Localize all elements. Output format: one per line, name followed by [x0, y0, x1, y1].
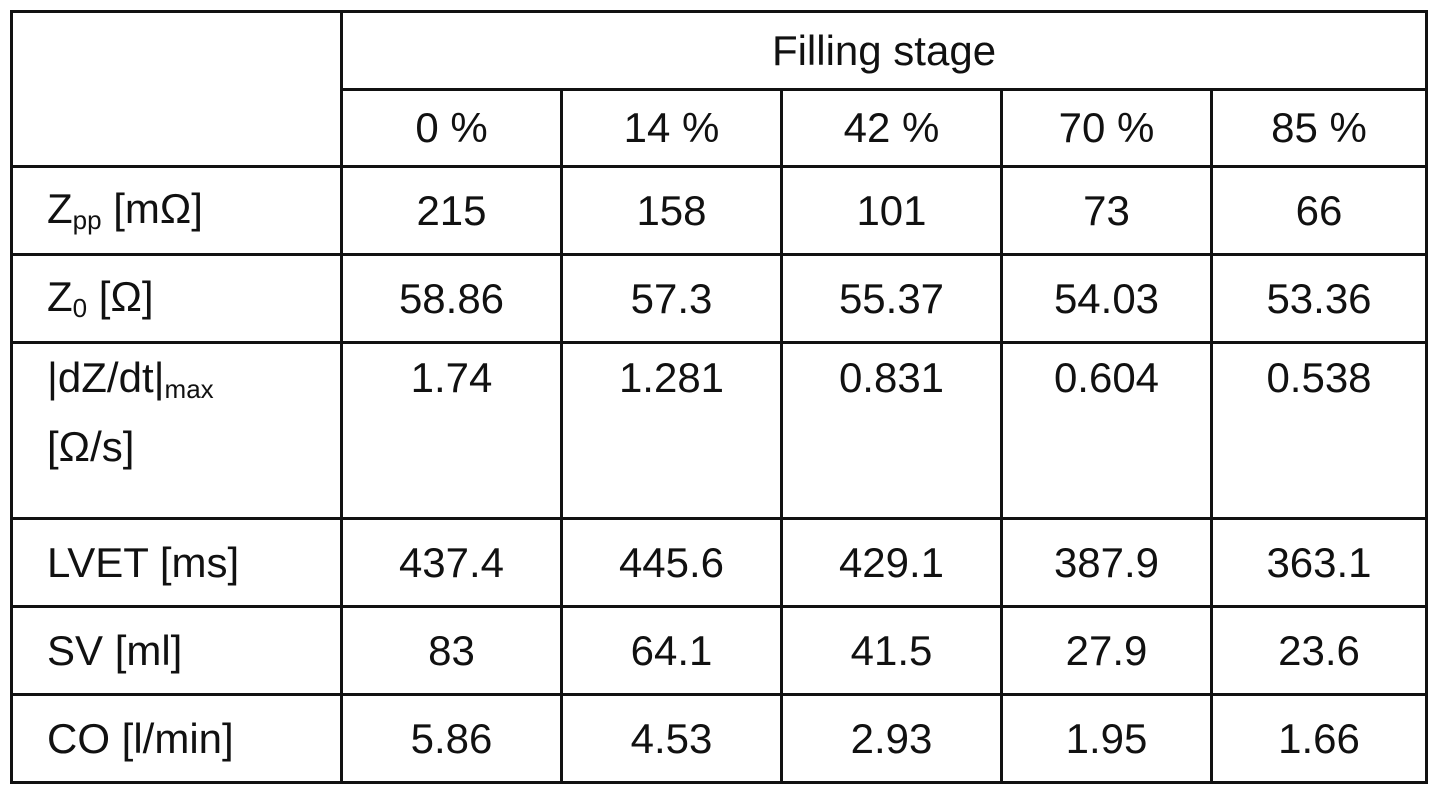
cell-value: 41.5 [780, 605, 1003, 696]
group-header: Filling stage [340, 10, 1428, 91]
cell-value: 1.281 [560, 341, 783, 520]
cell-value: 55.37 [780, 253, 1003, 344]
cell-value: 83 [340, 605, 563, 696]
label-unit: [mΩ] [101, 185, 203, 232]
cell-value: 445.6 [560, 517, 783, 608]
label-subscript: pp [72, 205, 102, 235]
cell-value: 215 [340, 165, 563, 256]
cell-value: 1.74 [340, 341, 563, 520]
cell-value: 58.86 [340, 253, 563, 344]
cell-value: 27.9 [1000, 605, 1213, 696]
label-main: CO [l/min] [47, 714, 234, 762]
table-row: CO [l/min] 5.86 4.53 2.93 1.95 1.66 [10, 693, 1428, 784]
cell-value: 2.93 [780, 693, 1003, 784]
label-unit: [Ω/s] [47, 423, 135, 470]
cell-value: 0.604 [1000, 341, 1213, 520]
cell-value: 437.4 [340, 517, 563, 608]
column-header: 70 % [1000, 88, 1213, 168]
cell-value: 0.538 [1210, 341, 1428, 520]
table-row: SV [ml] 83 64.1 41.5 27.9 23.6 [10, 605, 1428, 696]
cell-value: 64.1 [560, 605, 783, 696]
label-main: |dZ/dt| [47, 354, 165, 401]
column-header: 42 % [780, 88, 1003, 168]
cell-value: 66 [1210, 165, 1428, 256]
row-label: |dZ/dt|max [Ω/s] [10, 341, 343, 520]
cell-value: 57.3 [560, 253, 783, 344]
table-row: LVET [ms] 437.4 445.6 429.1 387.9 363.1 [10, 517, 1428, 608]
row-label: SV [ml] [10, 605, 343, 696]
cell-value: 73 [1000, 165, 1213, 256]
cell-value: 54.03 [1000, 253, 1213, 344]
label-subscript: max [164, 374, 214, 404]
corner-cell [10, 10, 343, 168]
table-row: Z0 [Ω] 58.86 57.3 55.37 54.03 53.36 [10, 253, 1428, 344]
label-main: SV [ml] [47, 626, 183, 674]
cell-value: 4.53 [560, 693, 783, 784]
row-label: Zpp [mΩ] [10, 165, 343, 256]
cell-value: 101 [780, 165, 1003, 256]
label-unit: [Ω] [87, 273, 154, 320]
cell-value: 23.6 [1210, 605, 1428, 696]
cell-value: 0.831 [780, 341, 1003, 520]
label-subscript: 0 [72, 293, 88, 323]
cell-value: 363.1 [1210, 517, 1428, 608]
label-main: LVET [ms] [47, 538, 240, 586]
column-header: 0 % [340, 88, 563, 168]
cell-value: 5.86 [340, 693, 563, 784]
column-header: 14 % [560, 88, 783, 168]
data-table: Filling stage 0 % 14 % 42 % 70 % 85 % Zpp [m… [10, 10, 1428, 784]
table-row: |dZ/dt|max [Ω/s] 1.74 1.281 0.831 0.604 0.538 [10, 341, 1428, 520]
table-row: Zpp [mΩ] 215 158 101 73 66 [10, 165, 1428, 256]
cell-value: 158 [560, 165, 783, 256]
cell-value: 1.95 [1000, 693, 1213, 784]
cell-value: 53.36 [1210, 253, 1428, 344]
label-main: Z [47, 185, 73, 232]
row-label: Z0 [Ω] [10, 253, 343, 344]
row-label: CO [l/min] [10, 693, 343, 784]
cell-value: 387.9 [1000, 517, 1213, 608]
row-label: LVET [ms] [10, 517, 343, 608]
column-header: 85 % [1210, 88, 1428, 168]
cell-value: 429.1 [780, 517, 1003, 608]
label-main: Z [47, 273, 73, 320]
cell-value: 1.66 [1210, 693, 1428, 784]
